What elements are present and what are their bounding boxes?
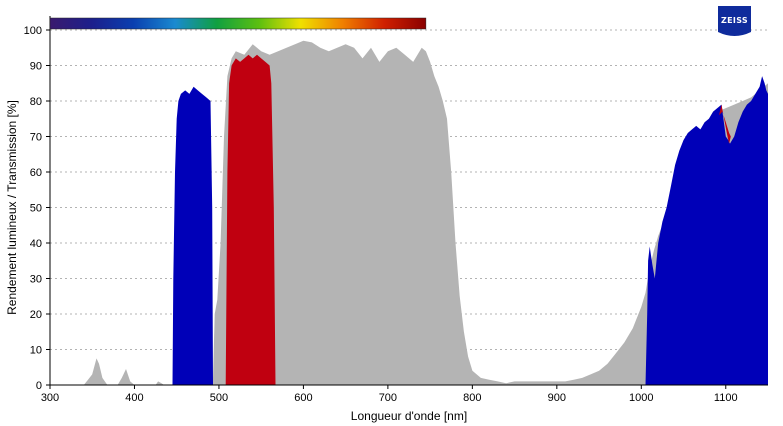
y-tick-label: 40 (30, 238, 42, 250)
zeiss-logo-text: ZEISS (721, 16, 748, 25)
series-area-3 (645, 76, 768, 385)
tick-labels: 300 400 500 600 700 800 900 1000 1100 0 10 20 30 40 50… (24, 25, 738, 404)
x-tick-label: 900 (548, 392, 566, 404)
x-tick-label: 800 (463, 392, 481, 404)
y-tick-label: 70 (30, 132, 42, 144)
y-tick-label: 10 (30, 345, 42, 357)
y-tick-label: 60 (30, 167, 42, 179)
x-tick-label: 1100 (714, 392, 738, 404)
zeiss-logo: ZEISS (718, 6, 751, 36)
zeiss-logo-shape (718, 6, 751, 36)
y-tick-label: 0 (36, 380, 42, 392)
x-tick-label: 300 (41, 392, 59, 404)
x-tick-label: 600 (294, 392, 312, 404)
series-area-4 (719, 104, 731, 144)
axes (49, 16, 768, 386)
x-tick-label: 400 (125, 392, 143, 404)
y-tick-label: 100 (24, 25, 42, 37)
x-tick-label: 500 (210, 392, 228, 404)
y-tick-label: 20 (30, 309, 42, 321)
y-tick-label: 90 (30, 61, 42, 73)
y-axis-label: Rendement lumineux / Transmission [%] (5, 100, 19, 315)
y-tick-label: 30 (30, 274, 42, 286)
series-area-2 (225, 54, 276, 386)
series-layer (83, 40, 769, 386)
x-tick-label: 1000 (629, 392, 653, 404)
series-area-1 (172, 86, 213, 386)
x-tick-label: 700 (379, 392, 397, 404)
y-tick-label: 80 (30, 96, 42, 108)
y-tick-label: 50 (30, 203, 42, 215)
x-axis-label: Longueur d'onde [nm] (351, 409, 467, 423)
spectrum-color-bar (49, 17, 427, 30)
